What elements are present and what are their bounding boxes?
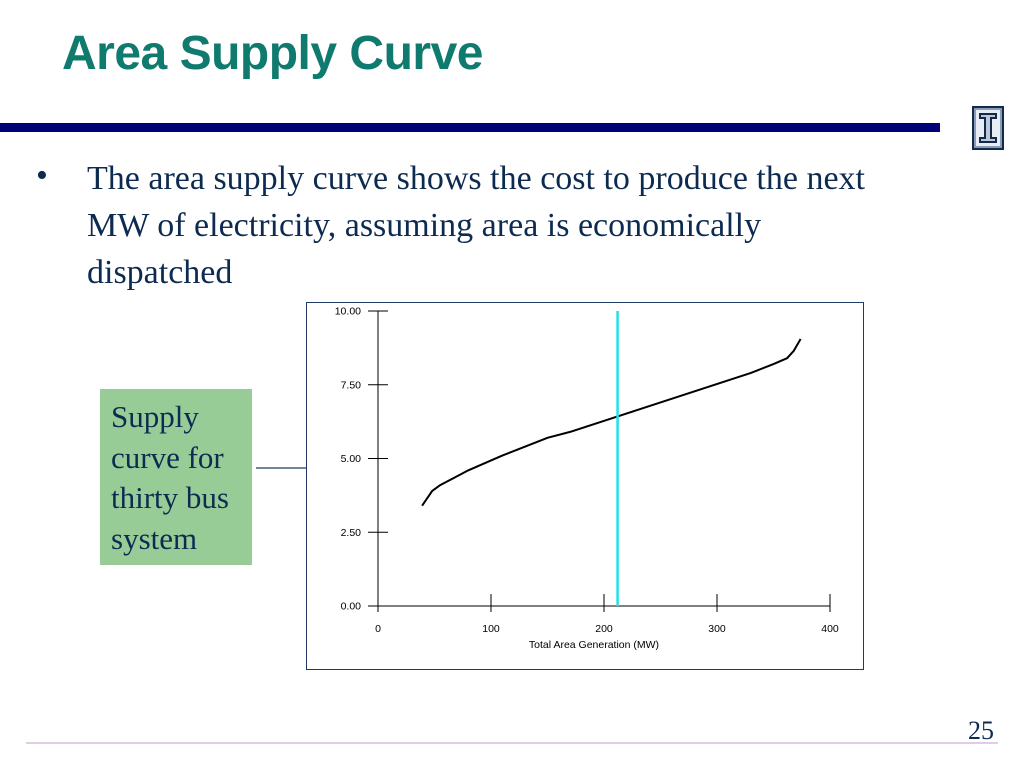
supply-chart: 0.00 2.50 5.00 7.50 10.00 0 100 200 300 400 Total … — [306, 302, 864, 670]
x-tick-label: 400 — [821, 623, 839, 635]
university-of-illinois-block-i-icon — [972, 106, 1004, 150]
x-tick-label: 200 — [595, 623, 613, 635]
y-tick-label: 5.00 — [341, 453, 362, 465]
x-tick-label: 300 — [708, 623, 726, 635]
x-tick-label: 0 — [375, 623, 381, 635]
chart-canvas: 0.00 2.50 5.00 7.50 10.00 0 100 200 300 400 Total … — [335, 306, 839, 652]
x-axis-label: Total Area Generation (MW) — [529, 639, 659, 651]
y-tick-label: 7.50 — [341, 379, 362, 391]
callout-text: Supply curve for thirty bus system — [111, 399, 229, 556]
bullet-marker: • — [36, 157, 48, 194]
page-number: 25 — [968, 716, 994, 745]
slide-title: Area Supply Curve — [62, 27, 483, 80]
y-tick-label: 2.50 — [341, 527, 362, 539]
callout-box: Supply curve for thirty bus system — [100, 389, 252, 565]
bullet-text: The area supply curve shows the cost to … — [87, 160, 865, 291]
title-rule — [0, 123, 940, 132]
y-tick-label: 0.00 — [341, 601, 362, 613]
x-tick-label: 100 — [482, 623, 500, 635]
y-tick-label: 10.00 — [335, 306, 361, 318]
supply-curve-line — [421, 338, 802, 507]
footer-rule — [26, 742, 998, 744]
